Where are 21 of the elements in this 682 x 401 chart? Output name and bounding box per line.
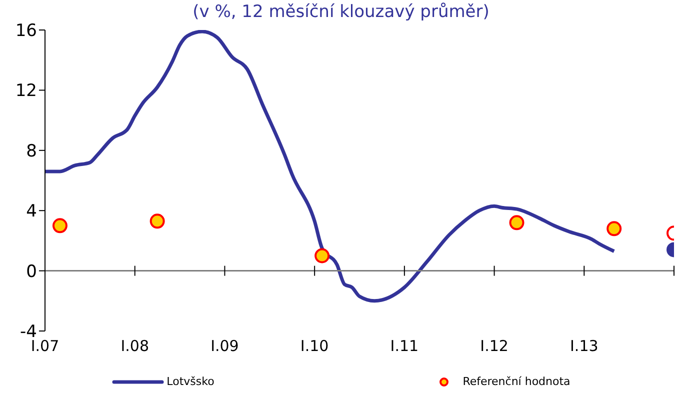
line-series — [45, 30, 616, 303]
point — [606, 221, 622, 236]
x-tick-label: I.11 — [390, 337, 419, 355]
point — [52, 218, 68, 234]
point — [314, 248, 330, 264]
y-tick-label: 4 — [26, 202, 37, 222]
x-tick-label: I.12 — [480, 337, 508, 355]
legend-label: Referenční hodnota — [462, 375, 570, 388]
chart-subtitle: (v %, 12 měsíční klouzavý průměr) — [192, 2, 490, 22]
x-tick-label: I.09 — [210, 337, 239, 355]
y-tick-label: 8 — [26, 141, 37, 162]
x-tick-label: I.13 — [570, 337, 598, 355]
x-tick-label: I.08 — [120, 337, 149, 355]
point — [509, 215, 524, 230]
x-tick-label: I.07 — [30, 337, 60, 355]
legend-label: Lotvšsko — [166, 375, 214, 388]
y-tick-label: 0 — [26, 262, 37, 282]
y-tick-label: 12 — [15, 81, 37, 102]
point — [150, 214, 165, 229]
x-tick-label: I.10 — [300, 337, 329, 355]
y-tick-label: 16 — [15, 21, 37, 42]
